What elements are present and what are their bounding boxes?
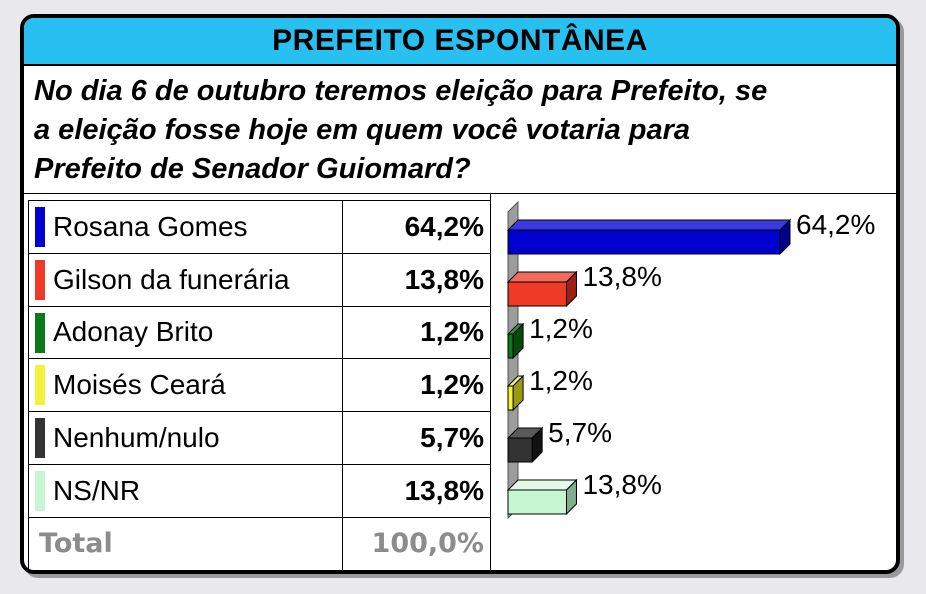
poll-card: PREFEITO ESPONTÂNEA No dia 6 de outubro … (20, 14, 900, 574)
bar-top (506, 219, 792, 231)
legend-swatch (35, 418, 45, 459)
table-row: Moisés Ceará 1,2% (28, 358, 491, 413)
candidate-name: Moisés Ceará (53, 369, 226, 401)
candidate-percent: 13,8% (342, 252, 491, 307)
bar (507, 229, 781, 255)
bar-top (506, 479, 578, 491)
bar (507, 437, 533, 463)
question-line-2: a eleição fosse hoje em quem você votari… (34, 114, 691, 146)
data-label: 1,2% (529, 313, 593, 344)
legend-swatch (35, 312, 45, 353)
legend-swatch (35, 207, 45, 247)
table-row: Nenhum/nulo 5,7% (28, 411, 491, 465)
data-label: 13,8% (582, 469, 661, 500)
question-line-1: No dia 6 de outubro teremos eleição para… (34, 75, 768, 107)
data-label: 13,8% (582, 261, 661, 292)
bar (507, 489, 567, 515)
candidate-percent: 1,2% (342, 305, 491, 360)
legend-swatch (35, 470, 45, 511)
poll-question: No dia 6 de outubro teremos eleição para… (34, 72, 884, 189)
candidate-name: Adonay Brito (53, 316, 214, 348)
table-row: NS/NR 13,8% (28, 463, 491, 518)
candidate-name: Gilson da funerária (53, 263, 290, 295)
data-label: 64,2% (796, 209, 875, 240)
total-value: 100,0% (342, 516, 491, 570)
candidate-name: Nenhum/nulo (53, 422, 220, 454)
table-row: Rosana Gomes 64,2% (28, 200, 491, 254)
table-row: Gilson da funerária 13,8% (28, 252, 491, 307)
total-row: Total 100,0% (28, 516, 491, 570)
data-label: 5,7% (548, 417, 612, 448)
table-row: Adonay Brito 1,2% (28, 305, 491, 360)
legend-swatch (35, 365, 45, 406)
poll-title: PREFEITO ESPONTÂNEA (24, 18, 896, 66)
candidate-percent: 64,2% (342, 200, 491, 254)
question-divider (24, 193, 896, 194)
question-line-3: Prefeito de Senador Guiomard? (34, 153, 471, 185)
candidate-percent: 1,2% (342, 358, 491, 413)
results-table: Rosana Gomes 64,2% Gilson da funerária 1… (28, 200, 491, 570)
candidate-percent: 13,8% (342, 463, 491, 518)
table-chart-divider (490, 194, 491, 570)
data-label: 1,2% (529, 365, 593, 396)
bar (507, 281, 567, 307)
bar-chart: 64,2% 13,8% 1,2% 1,2% 5,7% 13,8% (506, 200, 875, 520)
total-label: Total (28, 516, 343, 570)
candidate-name: Rosana Gomes (53, 210, 248, 242)
candidate-percent: 5,7% (342, 411, 491, 465)
candidate-name: NS/NR (53, 474, 141, 506)
legend-swatch (35, 259, 45, 300)
bar (507, 385, 514, 411)
bar-top (506, 271, 578, 283)
bar (507, 333, 514, 359)
